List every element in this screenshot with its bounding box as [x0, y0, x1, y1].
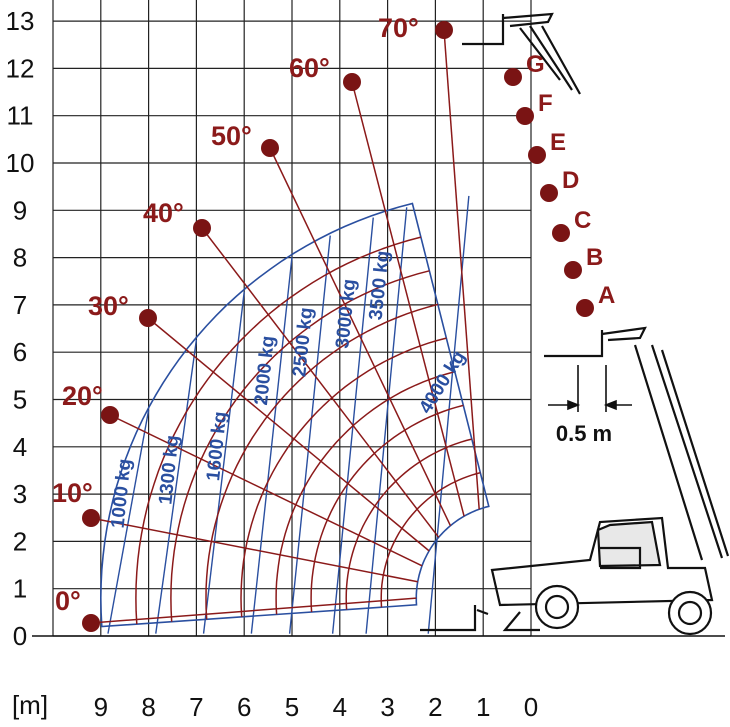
angle-dot-1 [82, 509, 100, 527]
extension-label-6: G [526, 51, 545, 78]
angle-label-7: 70° [378, 13, 419, 43]
extension-label-0: A [598, 282, 615, 309]
x-tick-8: 1 [476, 692, 490, 722]
angle-label-0: 0° [55, 586, 81, 616]
angle-dot-3 [139, 309, 157, 327]
x-tick-7: 2 [428, 692, 442, 722]
extension-label-4: E [550, 129, 566, 156]
extension-arc-4 [240, 337, 447, 617]
vehicle-body [490, 516, 714, 636]
extension-label-1: B [586, 244, 603, 271]
extension-dot-2 [552, 224, 570, 242]
extension-arc-2 [310, 404, 464, 613]
y-tick-4: 4 [13, 432, 27, 462]
load-line-2 [202, 291, 245, 634]
load-line-1 [155, 339, 198, 634]
angle-ray-1 [90, 517, 418, 583]
extension-dot-4 [528, 146, 546, 164]
extension-label-2: C [574, 207, 591, 234]
extension-arc-7 [135, 236, 422, 625]
y-tick-10: 10 [6, 148, 35, 178]
angle-dot-0 [82, 614, 100, 632]
telehandler-illustration [420, 12, 730, 636]
x-tick-1: 8 [141, 692, 155, 722]
y-tick-2: 2 [13, 526, 27, 556]
marker-dots [82, 21, 594, 632]
y-tick-13: 13 [6, 6, 35, 36]
x-tick-0: 9 [94, 692, 108, 722]
y-tick-8: 8 [13, 243, 27, 273]
angle-rays [90, 29, 480, 624]
extension-arc-5 [205, 303, 439, 620]
angle-ray-4 [201, 227, 440, 538]
angle-label-3: 30° [88, 291, 129, 321]
fork-carriage-right [544, 326, 730, 561]
angle-dot-2 [101, 406, 119, 424]
load-line-3 [250, 256, 293, 634]
y-tick-1: 1 [13, 574, 27, 604]
angle-ray-6 [351, 81, 465, 517]
y-tick-11: 11 [7, 101, 34, 131]
extension-dot-6 [504, 68, 522, 86]
extension-arc-0 [380, 471, 481, 608]
angle-label-5: 50° [211, 121, 252, 151]
y-tick-12: 12 [6, 53, 35, 83]
y-tick-6: 6 [13, 337, 27, 367]
x-tick-4: 5 [285, 692, 299, 722]
angle-dot-5 [261, 139, 279, 157]
angle-dot-4 [193, 219, 211, 237]
angle-ray-5 [269, 147, 452, 527]
angle-label-4: 40° [143, 198, 184, 228]
extension-dot-0 [576, 299, 594, 317]
angle-ray-0 [90, 597, 417, 624]
angle-label-2: 20° [62, 381, 103, 411]
angle-dot-6 [343, 73, 361, 91]
extension-dot-3 [540, 184, 558, 202]
y-tick-0: 0 [13, 621, 27, 651]
y-tick-7: 7 [13, 290, 27, 320]
extension-dot-5 [516, 107, 534, 125]
fork-carriage-top [462, 12, 581, 95]
extension-dot-1 [564, 261, 582, 279]
extension-arc-1 [345, 438, 472, 610]
load-line-6 [365, 207, 408, 634]
y-tick-3: 3 [13, 479, 27, 509]
dimension-marker [548, 365, 632, 412]
extension-arc-6 [170, 270, 430, 622]
angle-dot-7 [435, 21, 453, 39]
extension-arcs [135, 236, 481, 625]
x-tick-6: 3 [380, 692, 394, 722]
extension-label-3: D [562, 167, 579, 194]
angle-ray-7 [443, 29, 480, 510]
x-tick-9: 0 [524, 692, 538, 722]
x-tick-5: 4 [333, 692, 347, 722]
dimension-label: 0.5 m [556, 421, 612, 446]
angle-ray-3 [147, 317, 430, 552]
y-tick-5: 5 [13, 385, 27, 415]
load-line-4 [288, 235, 331, 634]
x-tick-2: 7 [189, 692, 203, 722]
angle-label-1: 10° [52, 478, 93, 508]
fork-carriage-bottom [420, 605, 489, 632]
chart-grid [32, 0, 725, 637]
x-axis-label: [m] [12, 690, 48, 720]
angle-label-6: 60° [289, 53, 330, 83]
y-tick-9: 9 [13, 195, 27, 225]
load-line-0 [107, 410, 150, 634]
x-tick-3: 6 [237, 692, 251, 722]
extension-label-5: F [538, 90, 553, 117]
angle-ray-2 [109, 414, 423, 567]
load-envelope [99, 202, 490, 628]
